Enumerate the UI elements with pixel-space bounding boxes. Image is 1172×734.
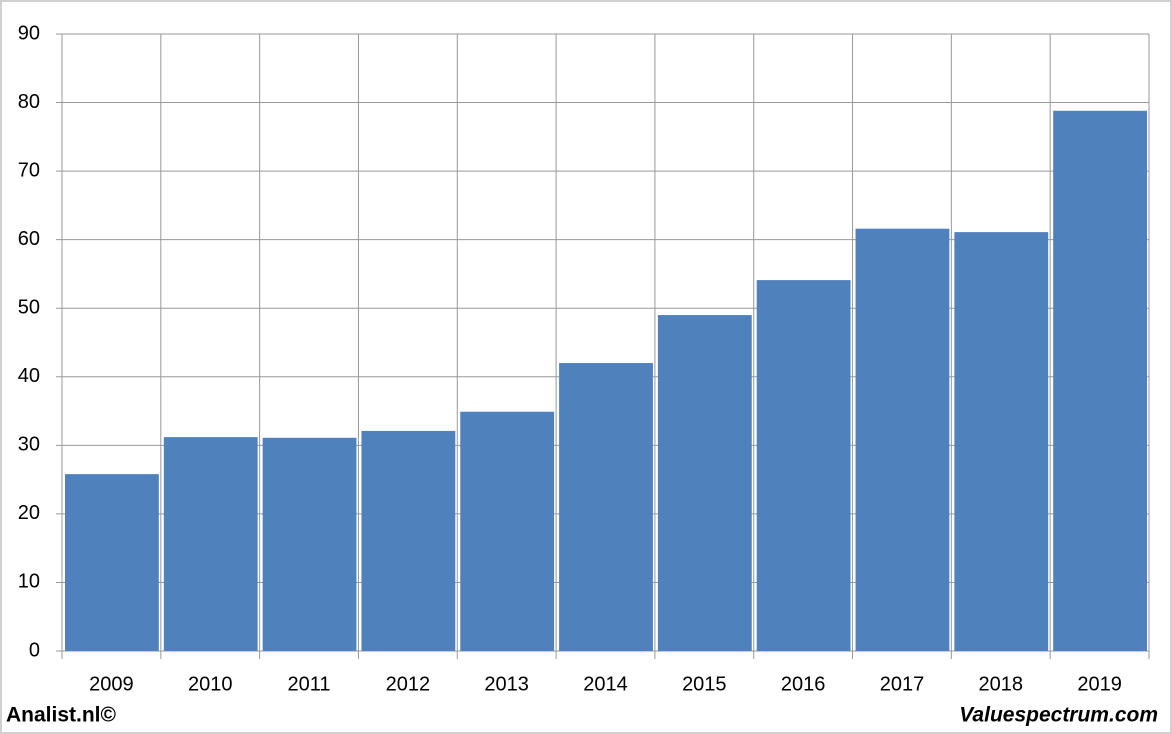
y-tick-label: 10 bbox=[18, 571, 40, 593]
bar bbox=[1053, 110, 1147, 651]
bar bbox=[262, 437, 357, 651]
x-tick-label: 2009 bbox=[89, 673, 134, 695]
bar bbox=[163, 437, 258, 651]
x-tick-label: 2014 bbox=[583, 673, 628, 695]
bar bbox=[65, 474, 159, 651]
x-tick-label: 2012 bbox=[386, 673, 431, 695]
y-tick-label: 0 bbox=[29, 639, 40, 661]
bar bbox=[559, 363, 653, 651]
bar bbox=[855, 228, 950, 651]
x-tick-label: 2016 bbox=[781, 673, 826, 695]
x-tick-label: 2010 bbox=[188, 673, 233, 695]
bar bbox=[954, 232, 1049, 651]
y-tick-label: 50 bbox=[18, 297, 40, 319]
footer-right: Valuespectrum.com bbox=[959, 704, 1158, 727]
y-tick-label: 60 bbox=[18, 228, 40, 250]
y-tick-label: 70 bbox=[18, 159, 40, 181]
y-tick-label: 30 bbox=[18, 434, 40, 456]
bar bbox=[657, 315, 752, 651]
x-tick-label: 2017 bbox=[880, 673, 925, 695]
bar bbox=[460, 411, 555, 651]
bar bbox=[756, 280, 851, 651]
bar bbox=[361, 430, 456, 651]
y-tick-label: 20 bbox=[18, 502, 40, 524]
x-tick-label: 2011 bbox=[288, 673, 331, 695]
y-tick-label: 90 bbox=[18, 22, 40, 44]
y-tick-label: 40 bbox=[18, 365, 40, 387]
x-tick-label: 2015 bbox=[682, 673, 727, 695]
y-tick-label: 80 bbox=[18, 91, 40, 113]
x-tick-label: 2013 bbox=[484, 673, 529, 695]
footer-left: Analist.nl© bbox=[6, 704, 117, 727]
x-tick-label: 2019 bbox=[1077, 673, 1122, 695]
x-tick-label: 2018 bbox=[979, 673, 1024, 695]
